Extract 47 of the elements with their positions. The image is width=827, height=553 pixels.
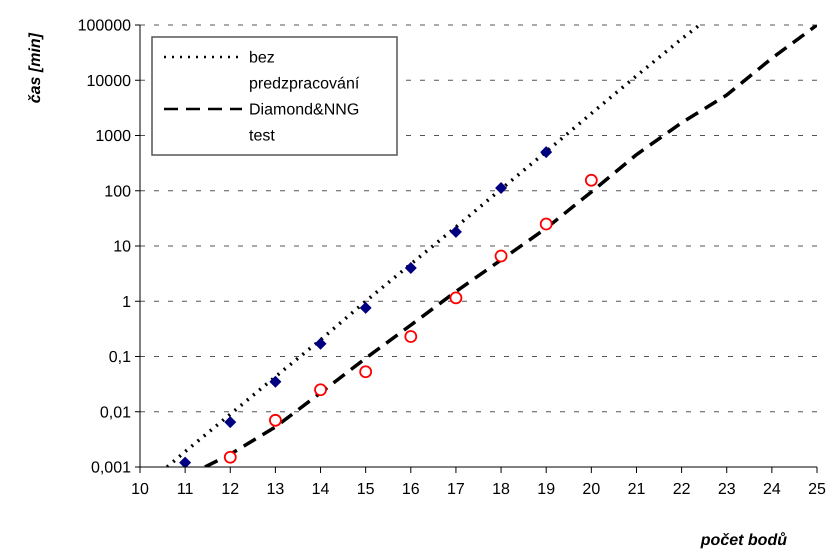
y-tick-label: 100000 [78, 18, 132, 35]
legend-label: Diamond&NNG test [249, 102, 360, 145]
y-tick-label: 0,01 [100, 404, 132, 422]
point [314, 383, 327, 396]
point [269, 414, 282, 427]
point [360, 302, 372, 314]
y-tick-label: 0,1 [108, 349, 132, 366]
point [359, 365, 372, 378]
x-tick-label: 13 [266, 481, 284, 498]
x-tick-label: 20 [582, 481, 600, 498]
point [404, 330, 418, 343]
point [269, 376, 282, 388]
point [540, 218, 553, 230]
x-tick-label: 17 [447, 481, 465, 498]
x-tick-label: 23 [718, 481, 736, 498]
point [495, 182, 508, 194]
x-tick-label: 24 [762, 481, 781, 498]
x-axis-title: počet bodů [700, 532, 788, 549]
x-tick-label: 25 [808, 481, 826, 498]
x-tick-label: 18 [492, 481, 510, 498]
point [314, 338, 327, 350]
y-axis-title: čas [min] [27, 32, 44, 104]
point [540, 146, 552, 158]
point [224, 416, 236, 428]
y-tick-label: 1 [122, 294, 132, 311]
point [450, 291, 462, 304]
x-tick-label: 21 [628, 481, 646, 498]
x-tick-label: 14 [312, 481, 330, 498]
x-tick-label: 10 [131, 481, 149, 498]
y-tick-label: 100 [104, 183, 132, 200]
y-tick-label: 0,001 [90, 460, 132, 477]
point [404, 262, 417, 274]
y-tick-label: 10000 [86, 72, 132, 90]
x-tick-label: 22 [672, 481, 691, 498]
x-tick-label: 15 [356, 481, 375, 498]
x-tick-label: 11 [176, 481, 194, 498]
point [450, 226, 462, 238]
x-tick-label: 16 [402, 481, 420, 498]
y-tick-label: 1000 [95, 128, 132, 146]
y-tick-label: 10 [113, 238, 132, 256]
point [179, 456, 192, 467]
legend-label: bez predzpracování [249, 50, 360, 93]
point [494, 250, 508, 262]
point [584, 174, 598, 187]
x-tick-label: 19 [537, 481, 556, 498]
x-tick-label: 12 [221, 481, 240, 498]
point [224, 450, 237, 464]
